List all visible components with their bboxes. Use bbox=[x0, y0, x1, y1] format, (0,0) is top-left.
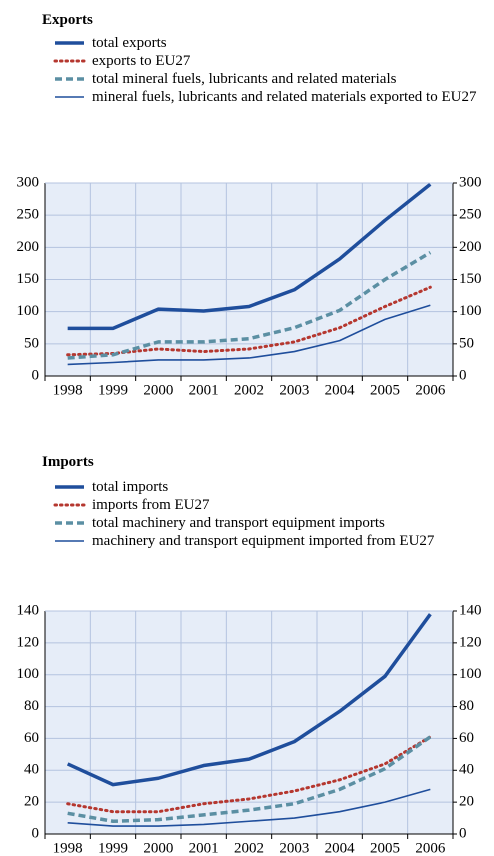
y2-tick-label: 0 bbox=[459, 825, 467, 841]
y2-tick-label: 20 bbox=[459, 794, 474, 810]
y2-tick-label: 120 bbox=[459, 634, 482, 650]
y2-tick-label: 80 bbox=[459, 698, 474, 714]
x-tick-label: 2001 bbox=[189, 840, 219, 856]
series-line bbox=[67, 182, 432, 331]
chart-title: Imports bbox=[42, 454, 94, 470]
x-tick-label: 2004 bbox=[325, 382, 356, 398]
series-line bbox=[67, 788, 431, 827]
y2-tick-label: 150 bbox=[459, 271, 482, 287]
y2-tick-label: 50 bbox=[459, 335, 474, 351]
x-tick-label: 2001 bbox=[189, 382, 219, 398]
y2-tick-label: 300 bbox=[459, 174, 482, 190]
y-tick-label: 40 bbox=[24, 762, 39, 778]
y2-tick-label: 0 bbox=[459, 367, 467, 383]
y-tick-label: 100 bbox=[17, 666, 40, 682]
y-tick-label: 150 bbox=[17, 271, 40, 287]
y-tick-label: 300 bbox=[17, 174, 40, 190]
x-tick-label: 2004 bbox=[325, 840, 356, 856]
series-line bbox=[67, 735, 432, 824]
series-line bbox=[67, 304, 431, 366]
y2-tick-label: 40 bbox=[459, 762, 474, 778]
legend-label: total exports bbox=[92, 35, 167, 51]
y-tick-label: 60 bbox=[24, 730, 39, 746]
y-tick-label: 250 bbox=[17, 207, 40, 223]
legend-label: total mineral fuels, lubricants and rela… bbox=[92, 71, 397, 87]
legend-label: total imports bbox=[92, 479, 169, 495]
plot-area bbox=[45, 611, 453, 834]
y-tick-label: 0 bbox=[32, 367, 40, 383]
x-tick-label: 2000 bbox=[143, 382, 173, 398]
x-tick-label: 2003 bbox=[279, 382, 309, 398]
y-tick-label: 50 bbox=[24, 335, 39, 351]
x-tick-label: 1999 bbox=[98, 382, 128, 398]
series-line bbox=[66, 735, 432, 814]
y2-tick-label: 100 bbox=[459, 666, 482, 682]
x-tick-label: 1998 bbox=[53, 840, 83, 856]
y2-tick-label: 200 bbox=[459, 239, 482, 255]
y-tick-label: 200 bbox=[17, 239, 40, 255]
series-line bbox=[66, 613, 432, 787]
y-tick-label: 140 bbox=[17, 602, 40, 618]
chart-title: Exports bbox=[42, 12, 93, 28]
legend-label: mineral fuels, lubricants and related ma… bbox=[92, 89, 477, 105]
y2-tick-label: 60 bbox=[459, 730, 474, 746]
legend-label: total machinery and transport equipment … bbox=[92, 515, 385, 531]
legend-label: imports from EU27 bbox=[92, 497, 210, 513]
x-tick-label: 2006 bbox=[415, 382, 446, 398]
x-tick-label: 2005 bbox=[370, 382, 400, 398]
y-tick-label: 80 bbox=[24, 698, 39, 714]
x-tick-label: 2000 bbox=[143, 840, 173, 856]
x-tick-label: 2002 bbox=[234, 840, 264, 856]
x-tick-label: 1999 bbox=[98, 840, 128, 856]
legend-label: machinery and transport equipment import… bbox=[92, 533, 435, 549]
y-tick-label: 20 bbox=[24, 794, 39, 810]
y-tick-label: 0 bbox=[32, 825, 40, 841]
y2-tick-label: 100 bbox=[459, 303, 482, 319]
x-tick-label: 2006 bbox=[415, 840, 446, 856]
x-tick-label: 2002 bbox=[234, 382, 264, 398]
x-tick-label: 2003 bbox=[279, 840, 309, 856]
y2-tick-label: 250 bbox=[459, 207, 482, 223]
y2-tick-label: 140 bbox=[459, 602, 482, 618]
legend-label: exports to EU27 bbox=[92, 53, 191, 69]
x-tick-label: 1998 bbox=[53, 382, 83, 398]
x-tick-label: 2005 bbox=[370, 840, 400, 856]
series-line bbox=[67, 250, 432, 360]
y-tick-label: 120 bbox=[17, 634, 40, 650]
y-tick-label: 100 bbox=[17, 303, 40, 319]
